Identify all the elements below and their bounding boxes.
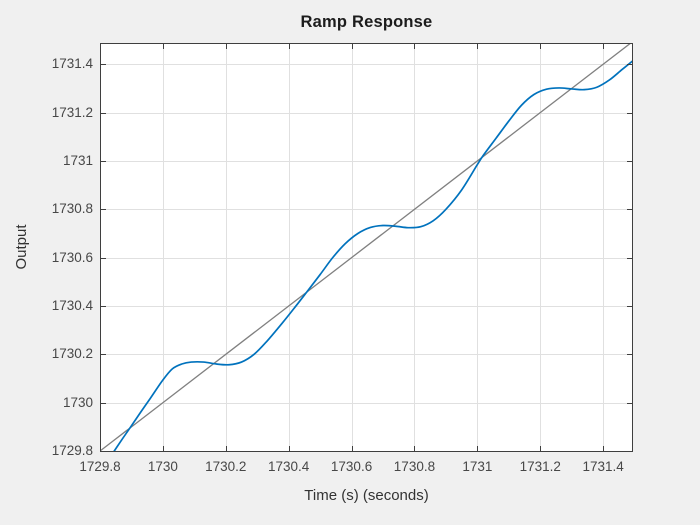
- ramp-reference-line: [100, 43, 632, 452]
- x-tick-label: 1731.4: [582, 459, 624, 474]
- x-tick-label: 1731.2: [519, 459, 561, 474]
- y-tick-label: 1731.4: [51, 56, 93, 72]
- y-tick-label: 1730.6: [51, 249, 93, 265]
- x-tick-label: 1731: [462, 459, 493, 474]
- plot-title: Ramp Response: [300, 13, 433, 31]
- y-tick-label: 1730.4: [51, 297, 93, 313]
- y-tick-label: 1731.2: [51, 104, 93, 120]
- y-tick-label: 1730.8: [51, 201, 93, 217]
- x-tick-label: 1730.4: [268, 459, 310, 474]
- plot-canvas: [100, 43, 633, 452]
- x-tick-label: 1730: [147, 459, 178, 474]
- x-tick-label: 1730.6: [330, 459, 373, 474]
- y-tick-label: 1731: [62, 152, 93, 168]
- y-axis-label: Output: [13, 224, 30, 270]
- x-axis-label: Time (s) (seconds): [304, 487, 429, 504]
- x-tick-label: 1729.8: [79, 459, 121, 474]
- x-tick-label: 1730.2: [205, 459, 247, 474]
- plot-area: [100, 43, 633, 452]
- y-tick-label: 1730.2: [51, 346, 93, 362]
- y-tick-label: 1729.8: [51, 443, 93, 459]
- y-tick-label: 1730: [62, 394, 93, 410]
- ramp-response-line: [112, 59, 633, 452]
- axes-box: [100, 43, 633, 452]
- x-tick-label: 1730.8: [393, 459, 436, 474]
